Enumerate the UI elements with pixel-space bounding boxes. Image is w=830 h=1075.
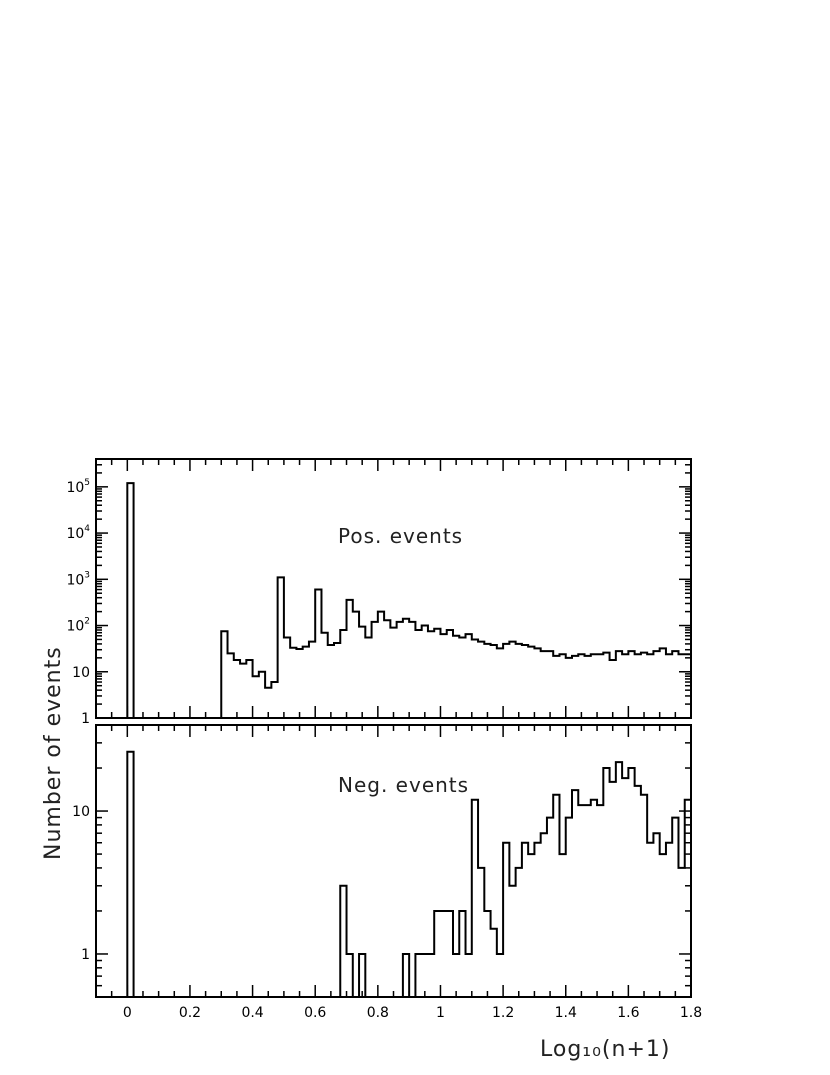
- x-tick-label: 1.2: [492, 1005, 514, 1021]
- histogram-bars: [126, 750, 135, 997]
- y-tick-label: 102: [66, 617, 90, 635]
- x-tick-label: 1.8: [680, 1005, 702, 1021]
- x-axis-title: Log₁₀(n+1): [540, 1037, 670, 1062]
- x-tick-label: 0: [123, 1005, 132, 1021]
- y-tick-label: 10: [72, 804, 90, 820]
- x-tick-label: 0.2: [179, 1005, 201, 1021]
- x-tick-label: 0.8: [367, 1005, 389, 1021]
- top-panel-title: Pos. events: [338, 524, 463, 548]
- x-tick-label: 1: [436, 1005, 445, 1021]
- x-tick-label: 0.6: [304, 1005, 326, 1021]
- y-tick-label: 10: [72, 665, 90, 681]
- histogram-bars: [220, 576, 691, 718]
- histogram-bars: [358, 952, 367, 997]
- top-panel: 1 10 102 103 104 105: [66, 458, 692, 727]
- bottom-panel-title: Neg. events: [338, 773, 469, 797]
- y-tick-label: 104: [66, 524, 90, 542]
- panel-frame: [95, 724, 692, 998]
- x-tick-label: 1.6: [617, 1005, 639, 1021]
- panel-frame: [95, 458, 692, 719]
- y-axis-title: Number of events: [41, 646, 66, 860]
- histogram-bars: [126, 482, 135, 718]
- y-tick-label: 1: [81, 711, 90, 727]
- y-tick-label: 103: [66, 570, 90, 588]
- y-tick-label: 105: [66, 478, 90, 496]
- x-tick-label: 1.4: [555, 1005, 577, 1021]
- histogram-bars: [414, 761, 691, 997]
- histogram-bars: [339, 884, 354, 997]
- y-tick-label: 1: [81, 947, 90, 963]
- bottom-panel: 1 10 0 0.2 0.4 0.6 0.8 1 1.2 1.4 1.6 1.8: [72, 724, 702, 1021]
- histogram-bars: [401, 952, 411, 997]
- x-tick-label: 0.4: [241, 1005, 263, 1021]
